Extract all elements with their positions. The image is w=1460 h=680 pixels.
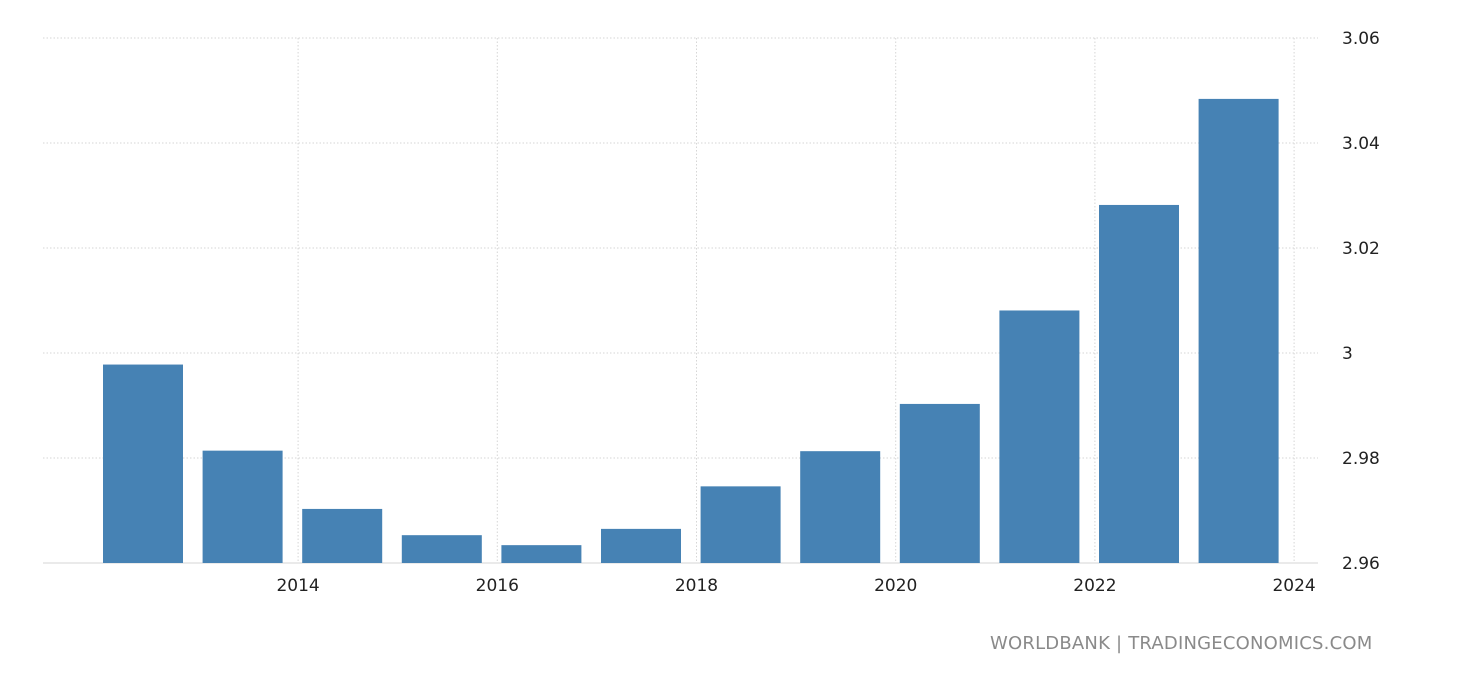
bar-2016 [401, 535, 482, 563]
y-tick-label: 3.04 [1342, 134, 1380, 154]
y-tick-label: 3.02 [1342, 239, 1380, 259]
y-tick-label: 3 [1342, 344, 1353, 364]
source-credit: WORLDBANK | TRADINGECONOMICS.COM [990, 633, 1373, 654]
x-tick-label: 2022 [1073, 576, 1116, 596]
bar-2023 [1099, 204, 1179, 563]
x-tick-label: 2018 [675, 576, 718, 596]
x-tick-label: 2014 [276, 576, 319, 596]
y-tick-label: 2.98 [1342, 449, 1380, 469]
bar-2020 [800, 451, 881, 563]
bars [103, 98, 1279, 564]
bar-2017 [501, 545, 582, 563]
bar-2015 [302, 508, 383, 563]
bar-2019 [700, 486, 781, 563]
bar-2024 [1198, 98, 1279, 564]
x-tick-label: 2024 [1272, 576, 1315, 596]
x-axis-labels: 2014 2016 2018 2020 2022 2024 [276, 576, 1315, 596]
bar-2021 [899, 403, 980, 563]
y-tick-label: 3.06 [1342, 29, 1380, 49]
bar-2013 [103, 364, 183, 563]
y-axis-labels: 2.96 2.98 3 3.02 3.04 3.06 [1342, 29, 1380, 574]
bar-2014 [202, 450, 283, 563]
bar-2022 [999, 310, 1080, 563]
x-tick-label: 2020 [874, 576, 917, 596]
bar-2018 [601, 528, 681, 563]
y-tick-label: 2.96 [1342, 554, 1380, 574]
x-tick-label: 2016 [476, 576, 519, 596]
